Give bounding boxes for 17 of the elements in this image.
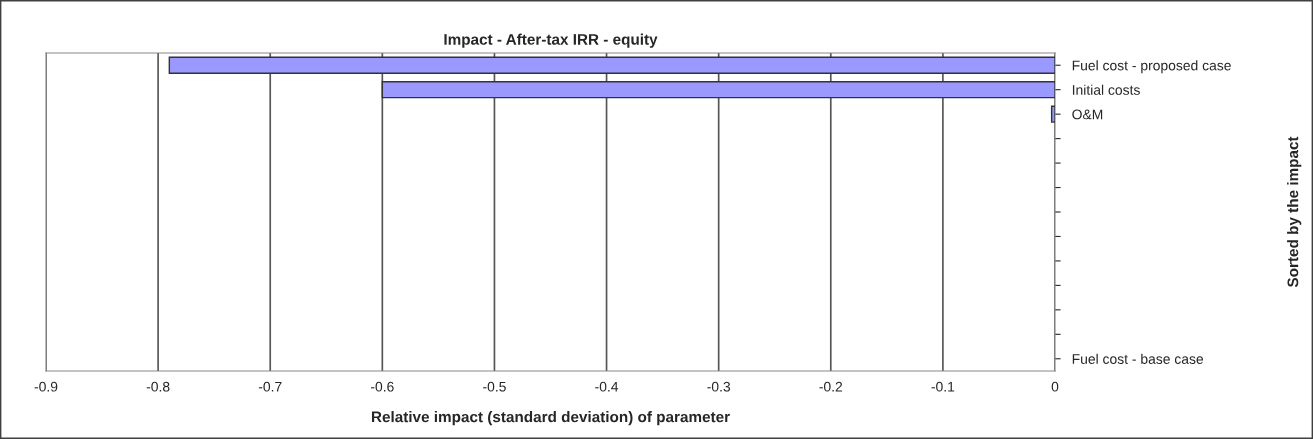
y-tick-label: O&M (1072, 109, 1103, 120)
x-axis-title: Relative impact (standard deviation) of parameter (371, 411, 730, 426)
x-tick-label: -0.6 (370, 381, 394, 392)
x-tick-label: -0.1 (931, 381, 955, 392)
x-tick-label: -0.9 (34, 381, 58, 392)
x-tick-label: -0.4 (595, 381, 619, 392)
x-tick-label: 0 (1051, 381, 1059, 392)
chart-title: Impact - After-tax IRR - equity (444, 33, 658, 48)
x-tick-label: -0.7 (258, 381, 282, 392)
x-tick-label: -0.8 (146, 381, 170, 392)
x-tick-label: -0.5 (483, 381, 506, 392)
y-axis-title: Sorted by the impact (1287, 136, 1302, 288)
x-tick-label: -0.2 (819, 381, 843, 392)
x-tick-label: -0.3 (707, 381, 731, 392)
y-tick-label: Fuel cost - base case (1072, 353, 1204, 364)
y-tick-label: Fuel cost - proposed case (1072, 60, 1231, 74)
y-tick-label: Initial costs (1072, 84, 1140, 95)
